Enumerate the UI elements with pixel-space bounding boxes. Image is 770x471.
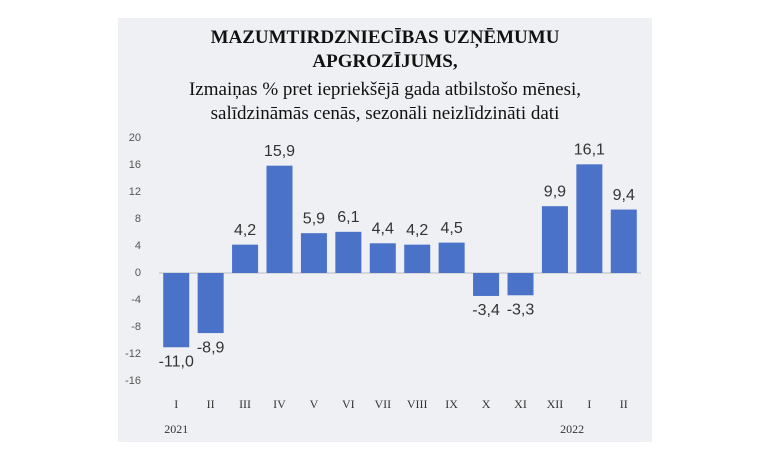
x-tick-label: X bbox=[482, 397, 491, 411]
value-label: 4,5 bbox=[441, 220, 463, 237]
y-tick-label: 16 bbox=[129, 159, 141, 171]
chart-title: MAZUMTIRDZNIECĪBAS UZŅĒMUMU APGROZĪJUMS, bbox=[210, 27, 560, 72]
value-label: -3,3 bbox=[507, 301, 535, 318]
x-tick-label: II bbox=[620, 397, 628, 411]
y-tick-label: -12 bbox=[125, 348, 141, 360]
value-label: 4,2 bbox=[234, 222, 256, 239]
y-tick-label: -16 bbox=[125, 375, 141, 387]
x-tick-label: I bbox=[587, 397, 591, 411]
bar bbox=[576, 164, 603, 273]
bar bbox=[266, 165, 293, 273]
x-tick-label: III bbox=[239, 397, 251, 411]
value-label: 15,9 bbox=[264, 143, 295, 160]
bar bbox=[232, 244, 259, 273]
value-label: 9,4 bbox=[613, 187, 635, 204]
y-tick-label: 12 bbox=[129, 186, 141, 198]
y-tick-label: -4 bbox=[131, 294, 141, 306]
bar bbox=[300, 233, 327, 273]
value-label: -3,4 bbox=[472, 302, 500, 319]
value-label: 9,9 bbox=[544, 183, 566, 200]
x-tick-label: VIII bbox=[407, 397, 428, 411]
bar bbox=[404, 244, 431, 273]
y-tick-label: 20 bbox=[129, 132, 141, 144]
x-tick-label: V bbox=[310, 397, 319, 411]
x-tick-label: IV bbox=[273, 397, 286, 411]
value-label: 6,1 bbox=[337, 209, 359, 226]
year-label: 2022 bbox=[560, 422, 584, 436]
y-tick-label: 4 bbox=[135, 240, 141, 252]
x-tick-label: I bbox=[174, 397, 178, 411]
value-label: -8,9 bbox=[197, 339, 225, 356]
y-tick-label: 8 bbox=[135, 213, 141, 225]
x-tick-label: II bbox=[207, 397, 215, 411]
chart-subtitle: Izmaiņas % pret iepriekšējā gada atbilst… bbox=[188, 79, 581, 124]
year-label: 2021 bbox=[164, 422, 188, 436]
value-label: 5,9 bbox=[303, 210, 325, 227]
bar bbox=[541, 206, 568, 273]
x-tick-label: XII bbox=[547, 397, 564, 411]
bar bbox=[610, 209, 637, 273]
bar bbox=[369, 243, 396, 273]
value-label: 16,1 bbox=[574, 142, 605, 159]
x-tick-label: VI bbox=[342, 397, 355, 411]
bar bbox=[197, 273, 224, 334]
x-tick-label: VII bbox=[374, 397, 391, 411]
bar bbox=[163, 273, 190, 348]
bar bbox=[507, 273, 534, 296]
bar bbox=[438, 242, 465, 273]
bar bbox=[473, 273, 500, 296]
value-label: -11,0 bbox=[159, 353, 194, 370]
x-tick-label: XI bbox=[514, 397, 527, 411]
x-tick-label: IX bbox=[445, 397, 458, 411]
y-tick-label: 0 bbox=[135, 267, 141, 279]
value-label: 4,2 bbox=[406, 222, 428, 239]
y-tick-label: -8 bbox=[131, 321, 141, 333]
bar bbox=[335, 231, 362, 273]
value-label: 4,4 bbox=[372, 221, 394, 238]
